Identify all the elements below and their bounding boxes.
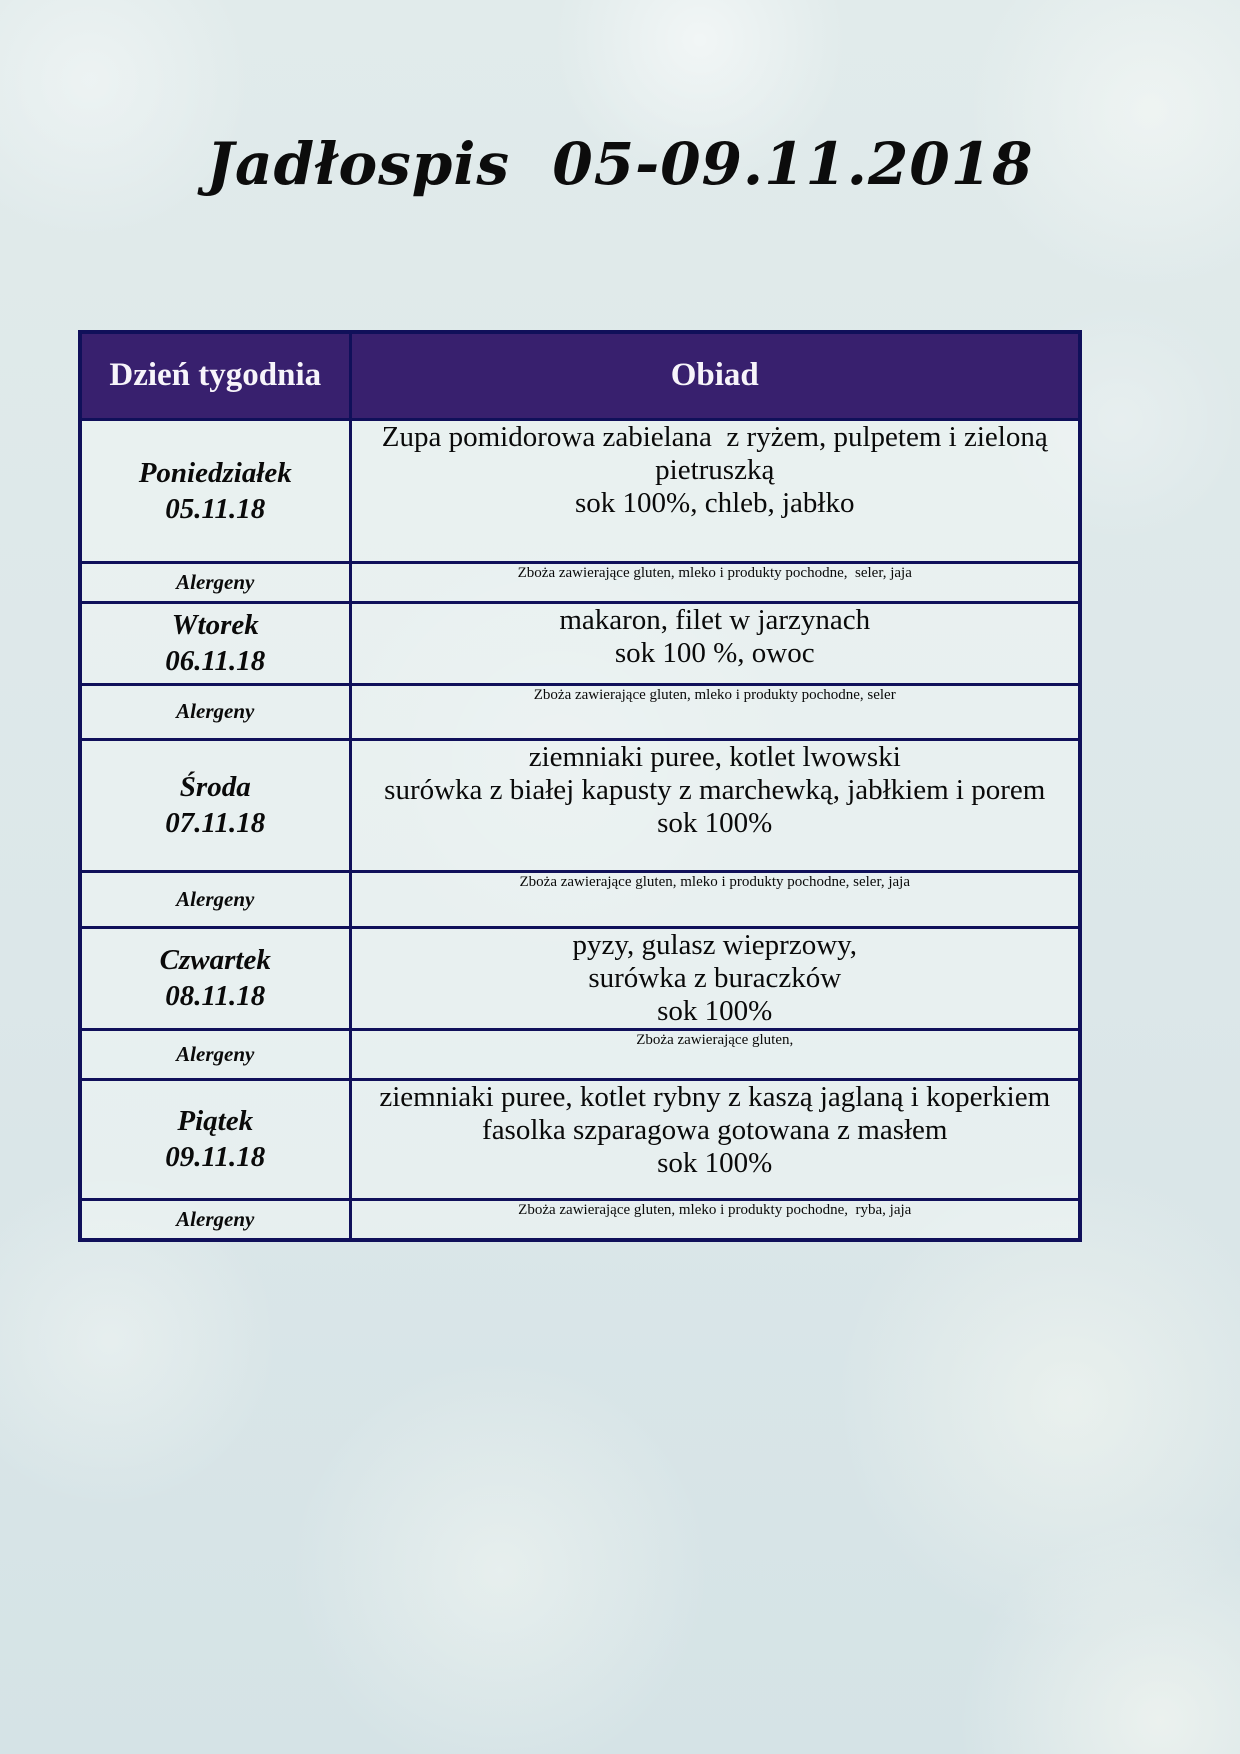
table-header-row: Dzień tygodnia Obiad bbox=[78, 330, 1082, 421]
day-date: 07.11.18 bbox=[165, 807, 266, 839]
table-row-wednesday-allergens: Alergeny Zboża zawierające gluten, mleko… bbox=[78, 869, 1082, 929]
allergens-value-cell-tuesday: Zboża zawierające gluten, mleko i produk… bbox=[348, 682, 1082, 741]
meal-cell-monday: Zupa pomidorowa zabielana z ryżem, pulpe… bbox=[348, 417, 1082, 564]
menu-table: Dzień tygodnia Obiad Poniedziałek 05.11.… bbox=[78, 330, 1082, 1242]
table-row-friday: Piątek 09.11.18 ziemniaki puree, kotlet … bbox=[78, 1077, 1082, 1201]
allergens-value-cell-wednesday: Zboża zawierające gluten, mleko i produk… bbox=[348, 869, 1082, 929]
meal-cell-tuesday: makaron, filet w jarzynach sok 100 %, owo… bbox=[348, 600, 1082, 686]
document-title: Jadłospis 05-09.11.2018 bbox=[206, 130, 1034, 198]
table-row-monday-allergens: Alergeny Zboża zawierające gluten, mleko… bbox=[78, 560, 1082, 604]
day-name: Poniedziałek bbox=[138, 456, 292, 489]
table-row-tuesday: Wtorek 06.11.18 makaron, filet w jarzyna… bbox=[78, 600, 1082, 686]
allergens-label-cell: Alergeny bbox=[78, 1027, 352, 1081]
day-name: Piątek bbox=[177, 1105, 254, 1137]
table-row-tuesday-allergens: Alergeny Zboża zawierające gluten, mleko… bbox=[78, 682, 1082, 741]
day-name: Wtorek bbox=[171, 609, 259, 641]
day-date: 06.11.18 bbox=[165, 645, 266, 677]
meal-cell-thursday: pyzy, gulasz wieprzowy, surówka z buraczk… bbox=[348, 925, 1082, 1031]
table-row-friday-allergens: Alergeny Zboża zawierające gluten, mleko… bbox=[78, 1197, 1082, 1242]
allergens-label-cell: Alergeny bbox=[78, 869, 352, 929]
meal-cell-wednesday: ziemniaki puree, kotlet lwowski surówka z… bbox=[348, 737, 1082, 873]
header-meal-column: Obiad bbox=[348, 330, 1082, 421]
day-date: 08.11.18 bbox=[165, 980, 266, 1012]
header-day-column: Dzień tygodnia bbox=[78, 330, 352, 421]
day-cell-thursday: Czwartek 08.11.18 bbox=[78, 925, 352, 1031]
day-cell-tuesday: Wtorek 06.11.18 bbox=[78, 600, 352, 686]
day-cell-wednesday: Środa 07.11.18 bbox=[78, 737, 352, 873]
day-cell-monday: Poniedziałek 05.11.18 bbox=[78, 417, 352, 564]
day-date: 05.11.18 bbox=[165, 492, 266, 525]
meal-cell-friday: ziemniaki puree, kotlet rybny z kaszą ja… bbox=[348, 1077, 1082, 1201]
allergens-value-cell-thursday: Zboża zawierające gluten, bbox=[348, 1027, 1082, 1081]
table-row-thursday-allergens: Alergeny Zboża zawierające gluten, bbox=[78, 1027, 1082, 1081]
table-row-thursday: Czwartek 08.11.18 pyzy, gulasz wieprzowy… bbox=[78, 925, 1082, 1031]
day-name: Środa bbox=[179, 771, 251, 803]
day-date: 09.11.18 bbox=[165, 1141, 266, 1173]
allergens-label-cell: Alergeny bbox=[78, 560, 352, 604]
table-row-monday: Poniedziałek 05.11.18 Zupa pomidorowa za… bbox=[78, 417, 1082, 564]
allergens-value-cell-monday: Zboża zawierające gluten, mleko i produk… bbox=[348, 560, 1082, 604]
allergens-label-cell: Alergeny bbox=[78, 682, 352, 741]
day-name: Czwartek bbox=[159, 944, 271, 976]
allergens-label-cell: Alergeny bbox=[78, 1197, 352, 1242]
day-cell-friday: Piątek 09.11.18 bbox=[78, 1077, 352, 1201]
table-row-wednesday: Środa 07.11.18 ziemniaki puree, kotlet l… bbox=[78, 737, 1082, 873]
allergens-value-cell-friday: Zboża zawierające gluten, mleko i produk… bbox=[348, 1197, 1082, 1242]
